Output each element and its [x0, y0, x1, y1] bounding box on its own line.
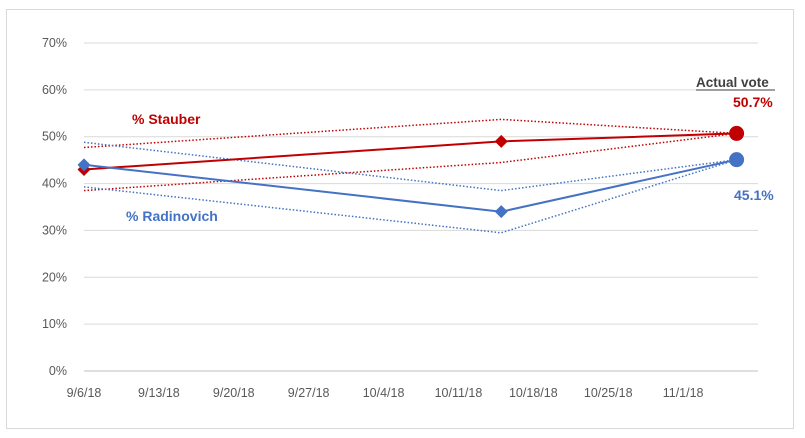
- x-tick-label: 9/13/18: [138, 386, 180, 400]
- y-tick-label: 60%: [42, 83, 67, 97]
- x-tick-label: 10/18/18: [509, 386, 558, 400]
- x-tick-label: 11/1/18: [663, 386, 704, 400]
- actual-vote-title: Actual vote: [696, 75, 769, 90]
- stauber-poll-point: [494, 134, 508, 148]
- stauber-upper-bound-line: [83, 118, 737, 149]
- y-axis-ticks: 0% 10% 20% 30% 40% 50% 60% 70%: [42, 36, 67, 378]
- stauber-series-line: [83, 132, 737, 171]
- gridlines: [84, 42, 758, 372]
- y-tick-label: 20%: [42, 270, 67, 284]
- confidence-bands: [83, 118, 737, 234]
- stauber-actual-vote-point: [729, 125, 745, 141]
- radinovich-upper-bound-line: [83, 141, 737, 192]
- x-tick-label: 9/6/18: [67, 386, 102, 400]
- y-tick-label: 70%: [42, 36, 67, 50]
- radinovich-poll-point: [494, 205, 508, 219]
- radinovich-poll-point: [77, 158, 91, 172]
- x-tick-label: 10/25/18: [584, 386, 633, 400]
- x-tick-label: 9/27/18: [288, 386, 330, 400]
- radinovich-series-line: [83, 158, 737, 213]
- radinovich-actual-vote-point: [729, 152, 745, 168]
- x-tick-label: 10/4/18: [363, 386, 405, 400]
- y-tick-label: 0%: [49, 364, 67, 378]
- y-tick-label: 30%: [42, 223, 67, 237]
- stauber-actual-value: 50.7%: [733, 94, 773, 110]
- x-tick-label: 10/11/18: [435, 386, 483, 400]
- series-markers: [77, 125, 745, 219]
- stauber-series-label: % Stauber: [132, 111, 201, 127]
- x-tick-label: 9/20/18: [213, 386, 255, 400]
- x-axis-ticks: 9/6/18 9/13/18 9/20/18 9/27/18 10/4/18 10/11/…: [67, 386, 704, 400]
- chart-frame: [6, 9, 794, 429]
- y-tick-label: 40%: [42, 177, 67, 191]
- y-tick-label: 10%: [42, 317, 67, 331]
- y-tick-label: 50%: [42, 130, 67, 144]
- radinovich-series-label: % Radinovich: [126, 208, 218, 224]
- radinovich-actual-value: 45.1%: [734, 187, 774, 203]
